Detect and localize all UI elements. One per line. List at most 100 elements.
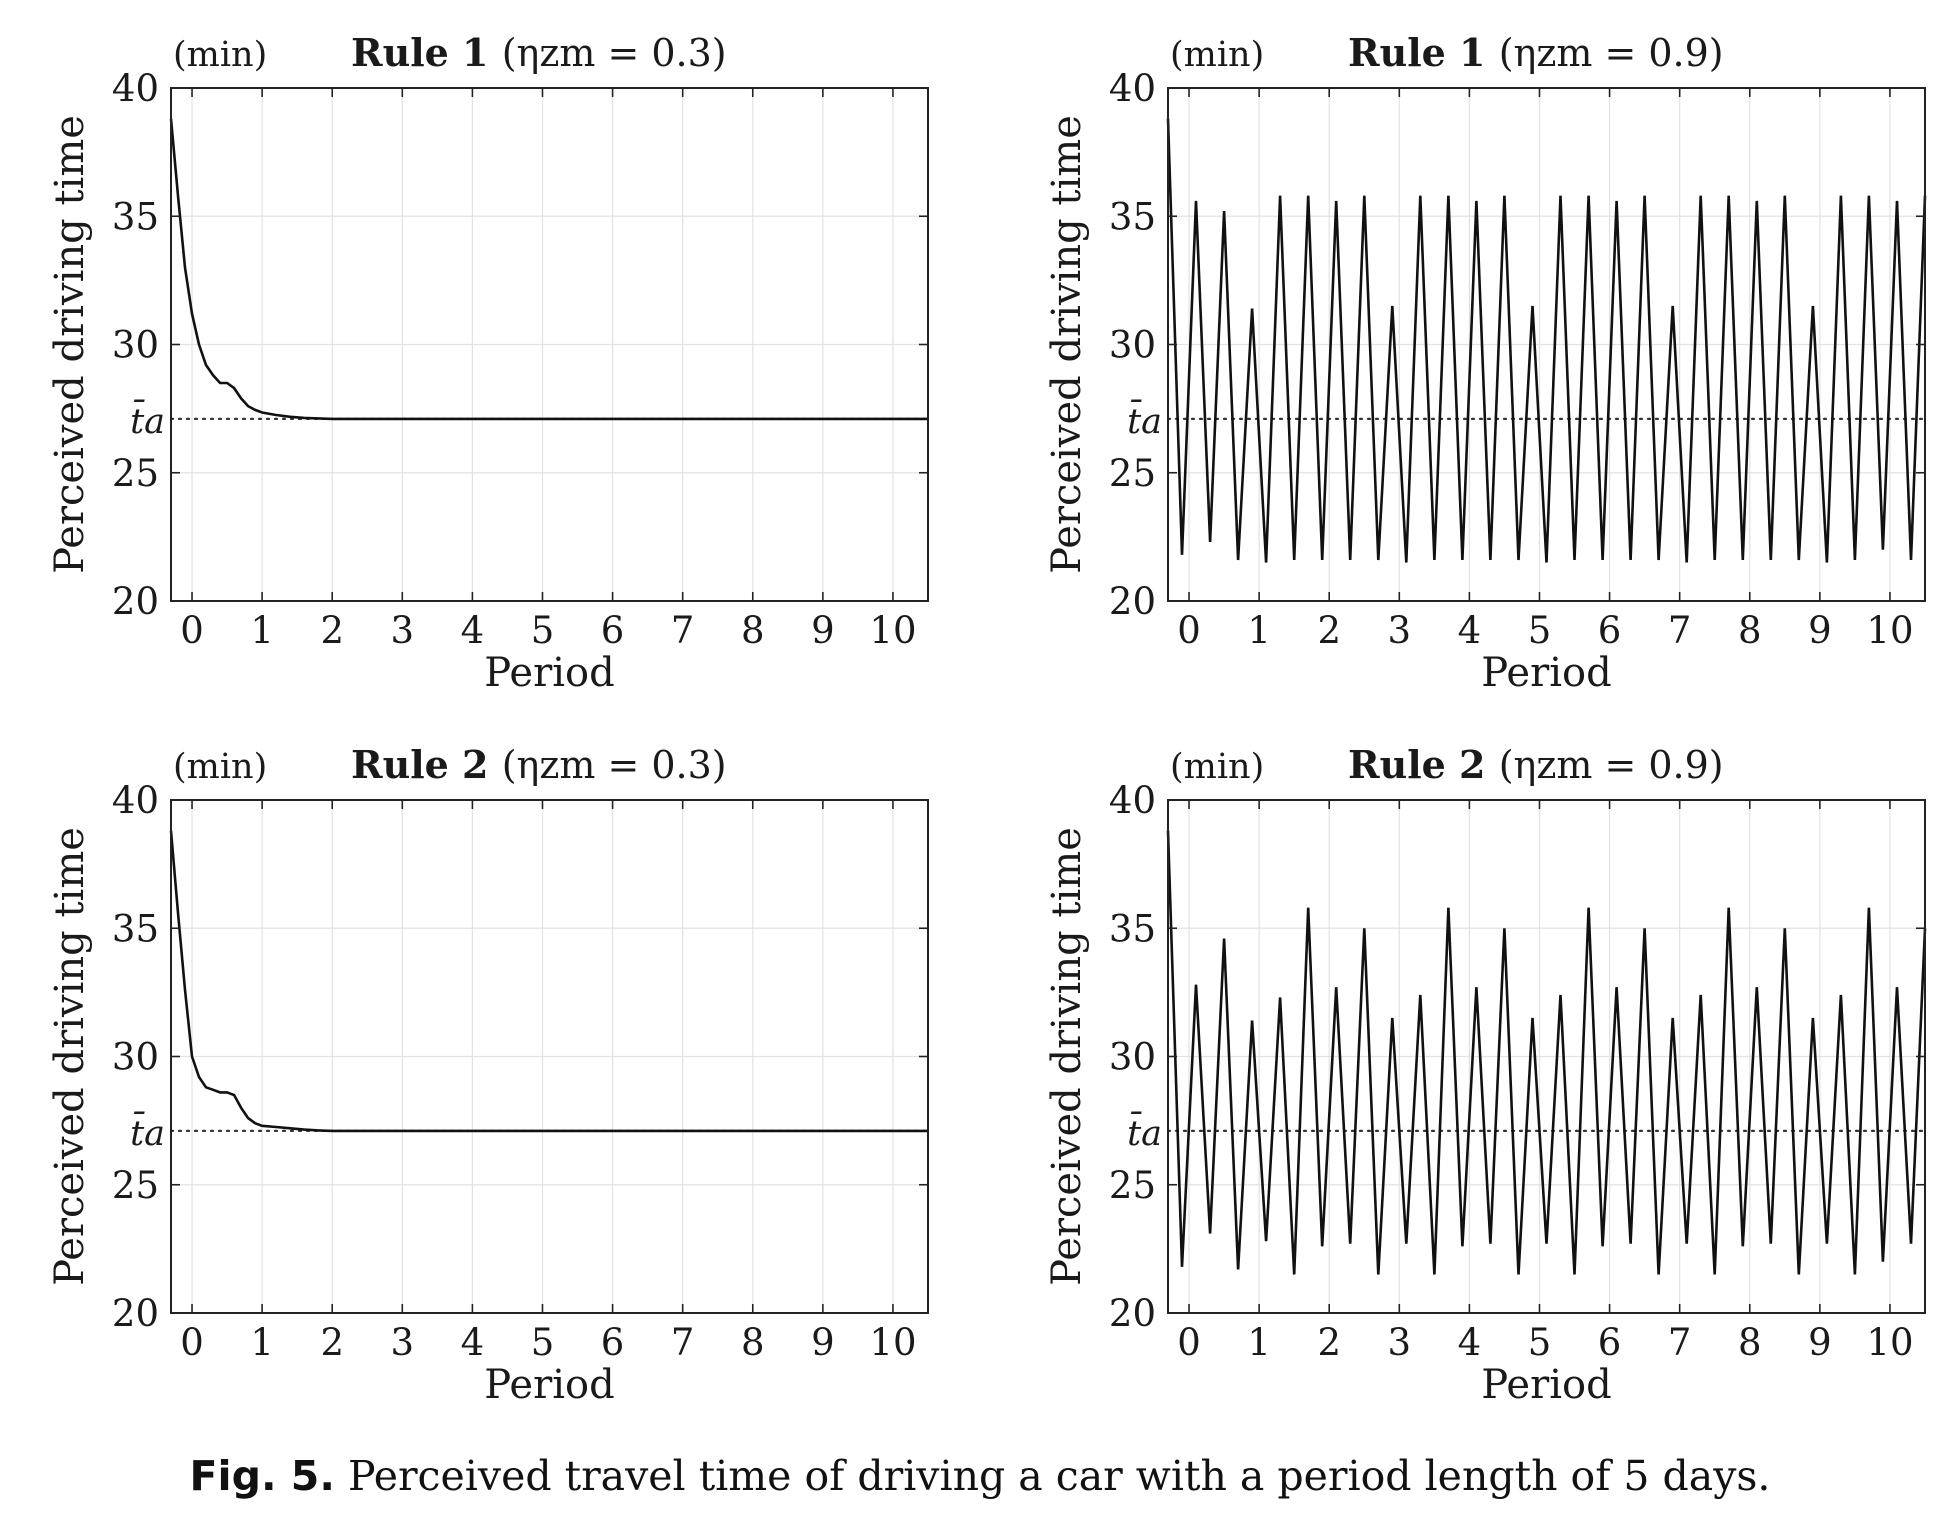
chart-title-param: (ηzm = 0.9) <box>1499 743 1724 787</box>
reference-label: t̄a <box>130 398 165 442</box>
caption-lead: Fig. 5. <box>189 1452 335 1500</box>
unit-label: (min) <box>1170 35 1264 75</box>
series-line <box>1166 830 1927 1275</box>
series-line <box>1166 118 1927 563</box>
x-tick-label: 5 <box>531 1321 555 1364</box>
x-tick-label: 0 <box>180 609 204 652</box>
x-tick-label: 1 <box>1247 609 1271 652</box>
y-tick-label: 35 <box>1109 195 1156 238</box>
chart-title: Rule 1 (ηzm = 0.9) <box>1348 30 1724 75</box>
x-tick-label: 2 <box>1317 609 1341 652</box>
y-tick-label: 25 <box>112 1164 159 1207</box>
unit-label: (min) <box>173 35 267 75</box>
y-axis-label: Perceived driving time <box>47 827 93 1286</box>
x-tick-label: 9 <box>1808 1321 1832 1364</box>
y-tick-label: 30 <box>1109 1036 1156 1079</box>
x-tick-label: 10 <box>1866 1321 1913 1364</box>
x-tick-label: 8 <box>1738 1321 1762 1364</box>
x-tick-label: 10 <box>869 609 916 652</box>
x-tick-label: 3 <box>1388 1321 1412 1364</box>
x-tick-label: 6 <box>1598 609 1622 652</box>
y-axis-label: Perceived driving time <box>47 115 93 574</box>
x-tick-label: 0 <box>180 1321 204 1364</box>
y-tick-label: 25 <box>112 452 159 495</box>
y-axis-label: Perceived driving time <box>1044 827 1090 1286</box>
x-tick-label: 4 <box>1458 609 1482 652</box>
y-tick-label: 20 <box>112 1292 159 1335</box>
y-tick-label: 20 <box>1109 580 1156 623</box>
x-tick-label: 9 <box>811 1321 835 1364</box>
x-tick-label: 7 <box>1668 609 1692 652</box>
y-tick-label: 35 <box>1109 907 1156 950</box>
chart-title-rule: Rule 2 <box>351 742 502 787</box>
x-tick-label: 7 <box>671 1321 695 1364</box>
x-tick-label: 7 <box>671 609 695 652</box>
x-tick-label: 2 <box>320 609 344 652</box>
x-tick-label: 10 <box>1866 609 1913 652</box>
x-tick-label: 6 <box>601 1321 625 1364</box>
chart-title-param: (ηzm = 0.3) <box>502 743 727 787</box>
x-tick-label: 5 <box>1528 609 1552 652</box>
chart-title-param: (ηzm = 0.3) <box>502 31 727 75</box>
x-tick-label: 5 <box>531 609 555 652</box>
y-tick-label: 30 <box>1109 324 1156 367</box>
y-axis-label: Perceived driving time <box>1044 115 1090 574</box>
chart-title-rule: Rule 1 <box>1348 30 1499 75</box>
caption-text: Perceived travel time of driving a car w… <box>347 1452 1771 1500</box>
y-tick-label: 35 <box>112 907 159 950</box>
x-tick-label: 6 <box>1598 1321 1622 1364</box>
chart-panel-2: 0 1 2 3 4 5 6 7 8 9 10 20 25 30 35 40 t̄a Period Perceived… <box>1044 30 1927 696</box>
chart-title: Rule 2 (ηzm = 0.9) <box>1348 742 1724 787</box>
chart-title: Rule 1 (ηzm = 0.3) <box>351 30 727 75</box>
y-tick-label: 40 <box>1109 779 1156 822</box>
y-tick-label: 40 <box>112 779 159 822</box>
chart-panel-4: 0 1 2 3 4 5 6 7 8 9 10 20 25 30 35 40 t̄a Period Perceived… <box>1044 742 1927 1408</box>
reference-label: t̄a <box>130 1110 165 1154</box>
y-tick-label: 35 <box>112 195 159 238</box>
y-tick-label: 30 <box>112 1036 159 1079</box>
series-line <box>169 118 928 421</box>
x-tick-label: 5 <box>1528 1321 1552 1364</box>
chart-title-param: (ηzm = 0.9) <box>1499 31 1724 75</box>
x-tick-label: 8 <box>1738 609 1762 652</box>
y-tick-label: 25 <box>1109 452 1156 495</box>
reference-label: t̄a <box>1127 398 1162 442</box>
x-tick-label: 4 <box>1458 1321 1482 1364</box>
x-tick-label: 1 <box>250 609 274 652</box>
y-tick-label: 20 <box>1109 1292 1156 1335</box>
x-tick-label: 6 <box>601 609 625 652</box>
x-axis-label: Period <box>484 650 614 696</box>
y-tick-label: 40 <box>1109 67 1156 110</box>
x-tick-label: 9 <box>1808 609 1832 652</box>
x-tick-label: 7 <box>1668 1321 1692 1364</box>
x-tick-label: 0 <box>1177 1321 1201 1364</box>
chart-panel-1: 0 1 2 3 4 5 6 7 8 9 10 20 25 30 35 40 t̄a Period Perceived… <box>47 30 930 696</box>
x-tick-label: 3 <box>1388 609 1412 652</box>
x-axis-label: Period <box>484 1362 614 1408</box>
x-tick-label: 9 <box>811 609 835 652</box>
x-tick-label: 2 <box>1317 1321 1341 1364</box>
y-tick-label: 25 <box>1109 1164 1156 1207</box>
reference-label: t̄a <box>1127 1110 1162 1154</box>
x-tick-label: 4 <box>461 1321 485 1364</box>
figure-caption: Fig. 5. Perceived travel time of driving… <box>0 1452 1960 1500</box>
x-tick-label: 3 <box>391 1321 415 1364</box>
chart-panel-3: 0 1 2 3 4 5 6 7 8 9 10 20 25 30 35 40 t̄a Period Perceived… <box>47 742 930 1408</box>
chart-title-rule: Rule 1 <box>351 30 502 75</box>
y-tick-label: 40 <box>112 67 159 110</box>
x-tick-label: 4 <box>461 609 485 652</box>
x-tick-label: 1 <box>1247 1321 1271 1364</box>
x-tick-label: 0 <box>1177 609 1201 652</box>
unit-label: (min) <box>1170 747 1264 787</box>
unit-label: (min) <box>173 747 267 787</box>
x-tick-label: 2 <box>320 1321 344 1364</box>
x-tick-label: 8 <box>741 609 765 652</box>
series-line <box>169 830 928 1133</box>
chart-title: Rule 2 (ηzm = 0.3) <box>351 742 727 787</box>
x-tick-label: 3 <box>391 609 415 652</box>
x-tick-label: 8 <box>741 1321 765 1364</box>
y-tick-label: 20 <box>112 580 159 623</box>
x-axis-label: Period <box>1481 1362 1611 1408</box>
x-axis-label: Period <box>1481 650 1611 696</box>
